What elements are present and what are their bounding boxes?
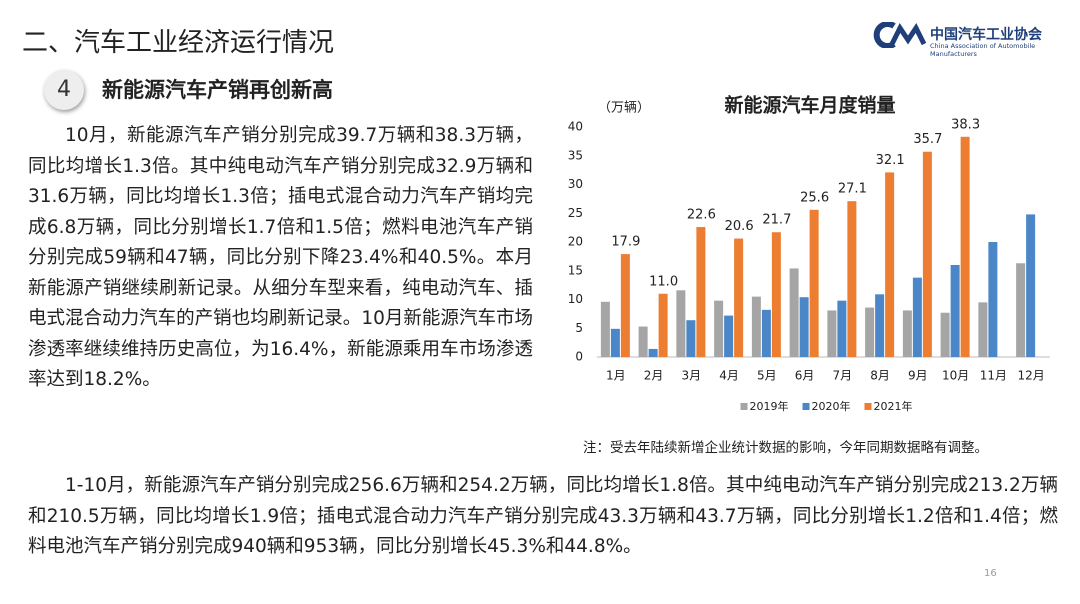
data-label: 27.1 xyxy=(838,182,867,197)
data-label: 21.7 xyxy=(762,213,791,228)
data-label: 25.6 xyxy=(800,190,829,205)
bar xyxy=(610,328,620,357)
bar xyxy=(988,242,998,357)
bar xyxy=(922,151,932,357)
data-label: 17.9 xyxy=(611,235,640,250)
x-tick-label: 4月 xyxy=(719,369,739,383)
bar xyxy=(648,348,658,357)
bar xyxy=(638,326,648,357)
y-tick-label: 20 xyxy=(568,235,583,249)
note: 注：受去年陆续新增企业统计数据的影响，今年同期数据略有调整。 xyxy=(583,440,988,456)
x-tick-label: 3月 xyxy=(682,369,702,383)
bar xyxy=(696,227,706,357)
bar xyxy=(658,293,668,357)
data-label: 11.0 xyxy=(649,274,678,289)
bar xyxy=(940,312,950,357)
data-label: 20.6 xyxy=(725,219,754,234)
x-tick-label: 12月 xyxy=(1017,369,1044,383)
bar xyxy=(676,290,686,357)
x-tick-label: 7月 xyxy=(833,369,853,383)
bar xyxy=(950,265,960,357)
chart-title: 新能源汽车月度销量 xyxy=(724,94,895,117)
bar xyxy=(761,309,771,357)
bar xyxy=(751,296,761,357)
bar xyxy=(978,302,988,357)
logo-icon xyxy=(873,22,927,48)
bar xyxy=(960,136,970,357)
bar xyxy=(1016,263,1026,357)
bar xyxy=(714,300,724,357)
legend-swatch xyxy=(740,403,748,410)
bar xyxy=(799,297,809,357)
x-tick-label: 11月 xyxy=(980,369,1007,383)
legend-label: 2019年 xyxy=(750,399,789,413)
x-tick-label: 6月 xyxy=(795,369,815,383)
bar xyxy=(771,232,781,357)
bar xyxy=(837,300,847,357)
x-tick-label: 9月 xyxy=(908,369,928,383)
logo-subtext: China Association of Automobile Manufact… xyxy=(930,42,1036,58)
legend-label: 2020年 xyxy=(812,399,851,413)
bar xyxy=(885,172,895,357)
bar xyxy=(912,277,922,357)
y-axis-label: （万辆） xyxy=(598,101,650,116)
x-tick-label: 5月 xyxy=(757,369,777,383)
data-label: 38.3 xyxy=(951,117,980,132)
bar xyxy=(1026,214,1036,357)
section-title: 新能源汽车产销再创新高 xyxy=(102,78,333,102)
bar xyxy=(809,209,819,357)
bar xyxy=(789,268,799,357)
bar xyxy=(902,310,912,357)
bar xyxy=(600,301,610,357)
data-label: 22.6 xyxy=(687,208,716,223)
y-tick-label: 30 xyxy=(568,177,583,191)
paragraph: 1-10月，新能源汽车产销分别完成256.6万辆和254.2万辆，同比均增长1.… xyxy=(28,475,1058,557)
bar xyxy=(827,310,837,357)
y-tick-label: 10 xyxy=(568,292,583,306)
bar xyxy=(865,307,875,357)
logo-text: 中国汽车工业协会 xyxy=(930,27,1042,43)
legend-swatch xyxy=(864,403,872,410)
y-tick-label: 15 xyxy=(568,263,583,277)
x-tick-label: 10月 xyxy=(942,369,969,383)
bar xyxy=(734,238,744,357)
page-heading: 二、汽车工业经济运行情况 xyxy=(22,28,335,58)
data-label: 32.1 xyxy=(876,153,905,168)
bar xyxy=(875,294,885,357)
y-tick-label: 5 xyxy=(575,321,583,335)
y-tick-label: 35 xyxy=(568,148,583,162)
paragraph: 10月，新能源汽车产销分别完成39.7万辆和38.3万辆，同比均增长1.3倍。其… xyxy=(28,125,533,390)
legend-label: 2021年 xyxy=(874,399,913,413)
section-badge: 4 xyxy=(44,70,84,110)
x-tick-label: 1月 xyxy=(606,369,626,383)
chart: 新能源汽车月度销量 （万辆） 0 5 10 15 20 25 30 35 40 1月 17.9 2月 1… xyxy=(568,94,1050,413)
y-tick-label: 25 xyxy=(568,206,583,220)
x-tick-label: 8月 xyxy=(870,369,890,383)
page-number: 16 xyxy=(984,568,997,579)
data-label: 35.7 xyxy=(913,132,942,147)
x-tick-label: 2月 xyxy=(644,369,664,383)
bar xyxy=(686,320,696,357)
bar xyxy=(724,315,734,357)
y-tick-label: 40 xyxy=(568,120,583,134)
y-tick-label: 0 xyxy=(575,350,583,364)
legend-swatch xyxy=(802,403,810,410)
bar xyxy=(620,254,630,357)
bar xyxy=(847,201,857,357)
